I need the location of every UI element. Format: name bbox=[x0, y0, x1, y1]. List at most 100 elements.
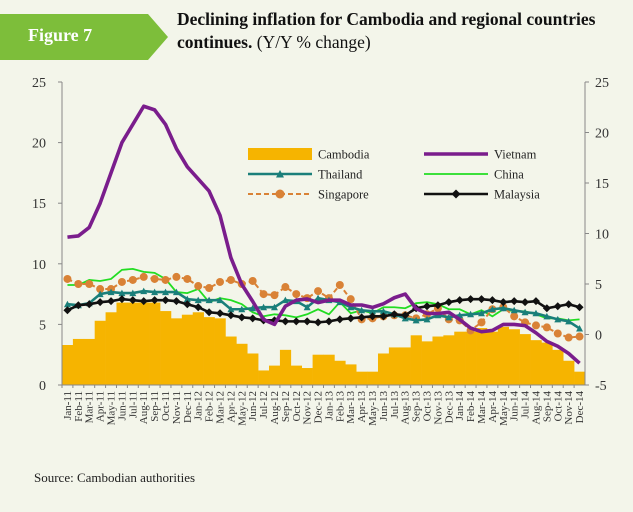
x-tick-label: Jun-12 bbox=[247, 391, 259, 421]
figure-label: Figure 7 bbox=[28, 25, 93, 45]
bar-cambodia bbox=[410, 335, 422, 385]
x-tick-label: Feb-12 bbox=[204, 391, 216, 422]
x-tick-label: Jul-11 bbox=[127, 391, 139, 418]
point-thailand bbox=[510, 306, 518, 314]
point-singapore bbox=[215, 277, 224, 286]
x-tick-label: Feb-13 bbox=[334, 391, 346, 423]
bar-cambodia bbox=[519, 334, 531, 385]
legend-label-vietnam: Vietnam bbox=[494, 148, 537, 162]
point-singapore bbox=[183, 274, 192, 283]
bar-cambodia bbox=[279, 349, 292, 385]
bar-cambodia bbox=[530, 340, 542, 385]
figure-badge bbox=[0, 14, 168, 60]
point-thailand bbox=[129, 289, 137, 297]
x-tick-label: Aug-11 bbox=[138, 391, 150, 424]
point-thailand bbox=[260, 303, 268, 311]
bar-cambodia bbox=[247, 353, 259, 385]
point-malaysia bbox=[139, 297, 148, 306]
point-singapore bbox=[161, 275, 170, 284]
bar-cambodia bbox=[236, 343, 248, 385]
point-malaysia bbox=[401, 311, 410, 320]
point-malaysia bbox=[324, 317, 333, 326]
point-singapore bbox=[531, 321, 540, 330]
x-tick-label: Sep-12 bbox=[280, 391, 292, 422]
bar-cambodia bbox=[258, 370, 270, 385]
point-thailand bbox=[477, 309, 485, 317]
y-tick-label-right: 10 bbox=[595, 228, 609, 243]
legend-swatch-cambodia bbox=[248, 148, 312, 160]
point-thailand bbox=[521, 308, 529, 316]
x-tick-label: Dec-13 bbox=[443, 391, 455, 424]
bar-cambodia bbox=[116, 302, 128, 385]
legend-marker-malaysia bbox=[451, 189, 461, 199]
point-singapore bbox=[194, 282, 203, 291]
figure-badge-shape bbox=[0, 14, 168, 60]
point-thailand bbox=[369, 307, 377, 315]
bar-cambodia bbox=[62, 345, 74, 385]
point-singapore bbox=[85, 280, 94, 288]
point-malaysia bbox=[510, 297, 519, 306]
point-thailand bbox=[543, 312, 551, 320]
point-malaysia bbox=[292, 317, 301, 326]
point-singapore bbox=[564, 333, 573, 342]
point-singapore bbox=[270, 291, 279, 300]
point-malaysia bbox=[335, 315, 344, 324]
bar-cambodia bbox=[138, 302, 150, 385]
x-tick-label: Jan-11 bbox=[62, 391, 74, 420]
x-tick-label: Feb-14 bbox=[465, 391, 477, 423]
legend-marker-thailand bbox=[276, 170, 284, 178]
bar-cambodia bbox=[323, 354, 335, 385]
x-tick-label: Oct-14 bbox=[552, 391, 564, 422]
x-tick-label: Oct-13 bbox=[422, 391, 434, 422]
point-malaysia bbox=[63, 306, 72, 315]
bar-cambodia bbox=[203, 317, 215, 385]
legend-label-china: China bbox=[494, 168, 524, 182]
x-tick-label: Nov-11 bbox=[171, 391, 183, 424]
point-thailand bbox=[140, 287, 148, 295]
point-singapore bbox=[314, 287, 323, 296]
point-singapore bbox=[63, 274, 72, 283]
point-malaysia bbox=[575, 303, 584, 312]
point-thailand bbox=[303, 303, 311, 311]
point-thailand bbox=[565, 317, 573, 325]
x-tick-label: Aug-12 bbox=[269, 391, 281, 425]
x-tick-label: Mar-12 bbox=[214, 391, 226, 424]
point-singapore bbox=[96, 285, 105, 294]
point-singapore bbox=[205, 284, 214, 293]
point-singapore bbox=[74, 280, 83, 288]
legend-label-cambodia: Cambodia bbox=[318, 148, 370, 162]
x-tick-label: Dec-11 bbox=[182, 391, 194, 423]
point-malaysia bbox=[379, 312, 388, 321]
x-tick-label: Mar-11 bbox=[84, 391, 96, 423]
line-vietnam bbox=[67, 104, 581, 365]
point-singapore bbox=[172, 272, 181, 281]
y-tick-label-left: 20 bbox=[32, 137, 46, 152]
point-thailand bbox=[227, 305, 235, 313]
point-malaysia bbox=[85, 300, 94, 309]
point-thailand bbox=[96, 290, 104, 298]
point-malaysia bbox=[194, 303, 203, 312]
bar-cambodia bbox=[181, 314, 194, 385]
bar-cambodia bbox=[541, 342, 553, 385]
point-singapore bbox=[248, 276, 257, 285]
bar-cambodia bbox=[432, 336, 444, 385]
bar-cambodia bbox=[334, 360, 346, 385]
point-thailand bbox=[281, 296, 289, 304]
bar-cambodia bbox=[149, 302, 161, 385]
bar-cambodia bbox=[225, 336, 237, 385]
x-tick-label: Aug-14 bbox=[530, 391, 542, 425]
point-malaysia bbox=[226, 311, 235, 320]
point-thailand bbox=[423, 315, 431, 323]
bar-cambodia bbox=[356, 371, 368, 385]
point-malaysia bbox=[183, 300, 192, 309]
bar-cambodia bbox=[421, 341, 433, 385]
x-tick-label: Apr-12 bbox=[225, 391, 237, 423]
x-tick-label: Sep-11 bbox=[149, 391, 161, 422]
singapore-points bbox=[63, 272, 584, 342]
point-thailand bbox=[314, 294, 322, 302]
y-tick-label-right: 0 bbox=[595, 329, 602, 344]
bar-cambodia bbox=[160, 311, 172, 385]
y-tick-label-left: 5 bbox=[39, 318, 46, 333]
bar-cambodia bbox=[443, 335, 455, 385]
point-thailand bbox=[554, 315, 562, 323]
